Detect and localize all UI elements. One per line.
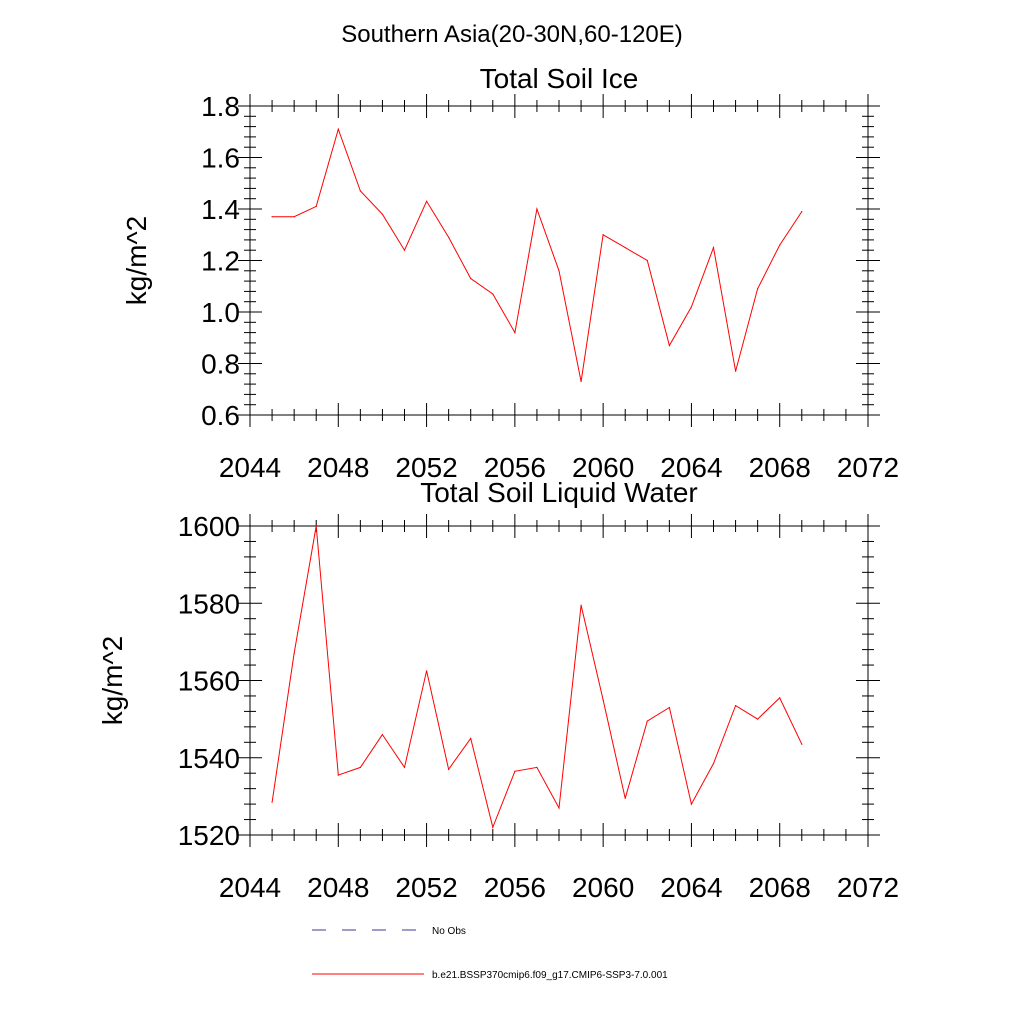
chart-title: Total Soil Ice	[480, 63, 639, 94]
y-tick-label: 1.8	[201, 91, 240, 122]
chart-panels: Total Soil Ice kg/m^2 2044 2048 2052 2056 2060…	[97, 63, 899, 903]
y-tick-label: 1580	[178, 588, 240, 619]
data-point	[602, 699, 604, 701]
x-tick-label: 2056	[484, 872, 546, 903]
data-point	[646, 720, 648, 722]
data-point	[712, 762, 715, 765]
data-point	[271, 216, 273, 218]
x-tick-label: 2056	[484, 452, 546, 483]
y-tick-label: 1520	[178, 820, 240, 851]
y-axis-label: kg/m^2	[97, 636, 128, 725]
legend-item-2: b.e21.BSSP370cmip6.f09_g17.CMIP6-SSP3-7.…	[312, 970, 668, 981]
y-tick-label: 1.2	[201, 246, 240, 277]
data-point	[271, 801, 273, 803]
y-tick-label: 1.6	[201, 143, 240, 174]
y-axis-label: kg/m^2	[121, 216, 152, 305]
data-point	[337, 128, 339, 130]
data-point	[602, 234, 604, 236]
data-point	[403, 766, 406, 769]
x-tick-label: 2068	[749, 872, 811, 903]
data-point	[514, 770, 516, 772]
series-line-1	[271, 525, 803, 829]
data-point	[293, 216, 295, 218]
data-point	[359, 190, 361, 192]
plot-frame	[249, 525, 869, 836]
data-point	[536, 208, 538, 210]
data-point	[425, 200, 428, 202]
data-point	[757, 718, 759, 720]
legend: No Obs b.e21.BSSP370cmip6.f09_g17.CMIP6-S…	[312, 926, 668, 981]
x-tick-label: 2064	[660, 452, 722, 483]
x-tick-label: 2052	[395, 452, 457, 483]
data-point	[448, 768, 450, 770]
data-point	[492, 826, 494, 828]
data-point	[381, 733, 384, 736]
y-tick-label: 1540	[178, 743, 240, 774]
data-point	[470, 737, 472, 740]
x-tick-label: 2060	[572, 872, 634, 903]
x-tick-label: 2052	[395, 872, 457, 903]
data-point	[580, 604, 582, 606]
x-tick-label: 2060	[572, 452, 634, 483]
data-point	[668, 706, 670, 709]
data-point	[381, 213, 384, 215]
x-tick-label: 2044	[219, 452, 281, 483]
data-point	[779, 244, 781, 246]
chart-panel-1: Total Soil Ice kg/m^2 2044 2048 2052 2056 2060…	[121, 63, 899, 483]
x-tick-label: 2072	[837, 872, 899, 903]
data-point	[801, 743, 803, 745]
y-tick-label: 0.8	[201, 349, 240, 380]
data-point	[293, 652, 295, 655]
data-point	[624, 247, 626, 249]
data-point	[403, 249, 406, 251]
data-point	[470, 277, 472, 280]
data-point	[734, 370, 737, 372]
data-point	[558, 807, 560, 809]
x-tick-label: 2068	[749, 452, 811, 483]
chart-title: Total Soil Liquid Water	[420, 477, 698, 508]
data-point	[492, 293, 494, 295]
data-point	[779, 697, 781, 699]
x-tick-label: 2064	[660, 872, 722, 903]
y-tick-label: 1600	[178, 511, 240, 542]
data-point	[580, 380, 582, 383]
y-tick-label: 1560	[178, 666, 240, 697]
data-point	[801, 210, 803, 213]
data-point	[448, 236, 450, 238]
x-tick-label: 2048	[307, 872, 369, 903]
data-point	[425, 670, 428, 672]
data-point	[514, 332, 516, 334]
data-point	[315, 525, 317, 527]
x-tick-label: 2072	[837, 452, 899, 483]
data-point	[558, 270, 560, 272]
data-point	[712, 247, 715, 249]
data-point	[536, 766, 538, 769]
chart-panel-2: Total Soil Liquid Water kg/m^2 2044 2048 205…	[97, 477, 899, 903]
data-point	[646, 259, 648, 262]
legend-item-1: No Obs	[312, 926, 466, 937]
plot-frame	[249, 105, 869, 416]
data-point	[337, 774, 339, 776]
data-point	[734, 705, 737, 707]
data-point	[690, 803, 693, 805]
legend-label: b.e21.BSSP370cmip6.f09_g17.CMIP6-SSP3-7.…	[432, 970, 668, 981]
x-tick-label: 2044	[219, 872, 281, 903]
data-point	[668, 344, 670, 347]
data-point	[315, 205, 317, 208]
data-point	[624, 797, 626, 799]
y-tick-label: 1.0	[201, 297, 240, 328]
figure-suptitle: Southern Asia(20-30N,60-120E)	[341, 21, 683, 48]
y-tick-label: 1.4	[201, 194, 240, 225]
series-line-1	[272, 127, 803, 382]
data-point	[757, 288, 759, 290]
data-point	[690, 306, 693, 308]
x-tick-label: 2048	[307, 452, 369, 483]
y-tick-label: 0.6	[201, 400, 240, 431]
data-point	[359, 766, 361, 769]
legend-label: No Obs	[432, 926, 466, 937]
